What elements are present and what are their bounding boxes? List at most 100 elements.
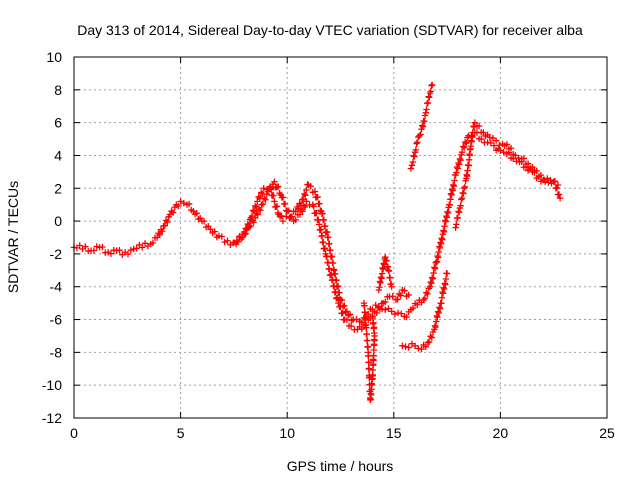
x-tick-label: 25: [599, 425, 615, 441]
data-point: [268, 186, 275, 193]
data-point: [533, 167, 540, 175]
data-point: [427, 88, 434, 95]
data-point: [255, 193, 262, 201]
data-point: [423, 289, 430, 296]
data-point: [444, 209, 452, 217]
x-tick-label: 10: [279, 425, 295, 441]
data-point: [260, 185, 267, 192]
data-point: [524, 160, 532, 167]
data-point: [431, 264, 438, 271]
data-point: [342, 308, 349, 316]
data-point: [442, 218, 449, 225]
data-point: [175, 202, 182, 210]
data-point: [254, 211, 261, 218]
data-point: [471, 119, 479, 126]
data-point: [455, 208, 462, 215]
data-point: [332, 288, 339, 296]
data-point: [328, 271, 335, 278]
data-point: [288, 213, 296, 220]
data-point: [407, 165, 415, 172]
x-tick-label: 20: [493, 425, 509, 441]
data-point: [453, 169, 460, 176]
data-point: [104, 249, 112, 256]
data-point: [424, 290, 431, 298]
data-point: [468, 138, 475, 145]
data-point: [416, 132, 423, 139]
data-point: [334, 294, 341, 301]
data-point: [292, 216, 299, 224]
x-tick-label: 0: [70, 425, 78, 441]
data-point: [408, 162, 416, 169]
data-point: [257, 189, 265, 196]
data-point: [302, 192, 309, 199]
x-tick-label: 5: [177, 425, 185, 441]
data-point: [419, 122, 426, 129]
data-point: [459, 143, 467, 150]
data-point: [551, 178, 558, 185]
data-point: [455, 209, 463, 216]
data-point: [365, 310, 372, 318]
data-point: [442, 275, 450, 283]
y-tick-label: 4: [54, 147, 62, 163]
data-point: [343, 308, 351, 315]
data-point: [422, 109, 429, 116]
data-point: [90, 247, 98, 254]
data-point: [507, 144, 515, 152]
data-point: [431, 265, 439, 272]
data-point: [460, 144, 468, 151]
data-point: [466, 152, 474, 159]
data-point: [402, 343, 409, 350]
data-point: [432, 259, 439, 267]
data-point: [461, 183, 469, 191]
data-point: [386, 274, 394, 281]
data-point: [470, 123, 478, 131]
data-point: [465, 156, 473, 164]
data-point: [315, 216, 322, 223]
data-point: [426, 94, 433, 101]
data-point: [399, 342, 406, 349]
data-point: [369, 372, 376, 380]
data-point: [447, 196, 454, 203]
data-point: [492, 137, 500, 144]
data-point: [271, 198, 278, 205]
series-spike-near-15h: [375, 253, 395, 294]
series-upper-jump-segment: [407, 81, 436, 172]
data-point: [236, 232, 243, 240]
data-point: [295, 205, 302, 212]
data-point: [427, 278, 434, 286]
data-point: [430, 269, 437, 277]
data-point: [378, 270, 386, 277]
series-late-segment: [452, 119, 564, 231]
data-point: [255, 205, 263, 213]
data-point: [370, 352, 377, 359]
data-point: [475, 122, 483, 130]
data-point: [270, 192, 277, 199]
data-point: [385, 267, 393, 275]
data-point: [418, 345, 425, 353]
y-tick-label: 2: [54, 180, 62, 196]
data-point: [376, 284, 383, 291]
data-point: [271, 178, 278, 185]
data-point: [273, 203, 281, 210]
data-point: [275, 183, 282, 190]
data-point: [323, 228, 331, 236]
data-point: [457, 157, 464, 164]
data-point: [257, 207, 264, 214]
data-point: [311, 188, 319, 195]
data-point: [347, 322, 355, 330]
data-point: [365, 359, 372, 366]
data-point: [364, 337, 371, 344]
data-point: [361, 302, 368, 309]
data-point: [478, 135, 485, 143]
data-point: [428, 274, 436, 281]
data-point: [448, 191, 455, 199]
data-point: [285, 207, 292, 214]
data-point: [455, 161, 463, 168]
data-point: [82, 243, 89, 250]
data-point: [341, 302, 348, 309]
data-point: [411, 153, 418, 160]
data-point: [409, 304, 417, 312]
data-point: [124, 250, 132, 258]
data-point: [325, 234, 332, 241]
data-point: [239, 234, 246, 241]
